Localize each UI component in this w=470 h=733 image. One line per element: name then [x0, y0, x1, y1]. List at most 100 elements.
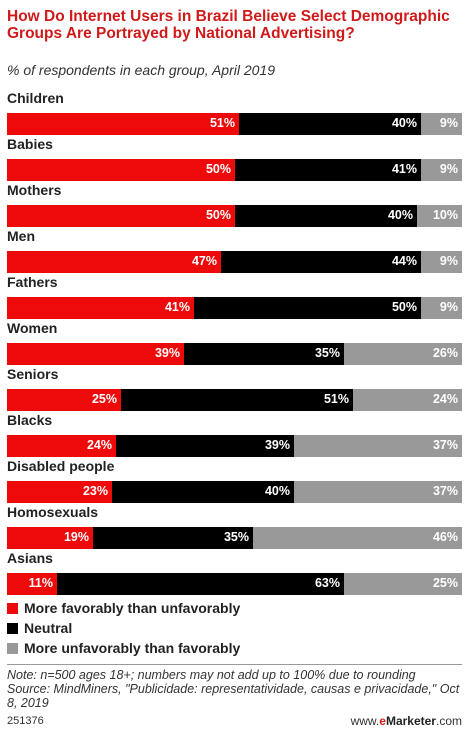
data-label: 9%	[439, 116, 458, 130]
legend-label-neutral: Neutral	[24, 620, 73, 636]
emarketer-brand[interactable]: www.eMarketer.com	[351, 714, 462, 728]
chart-title: How Do Internet Users in Brazil Believe …	[7, 8, 450, 42]
chart-subtitle: % of respondents in each group, April 20…	[7, 62, 275, 78]
bar-segment-unfavorable	[253, 527, 462, 549]
bar-segment-favorable	[7, 297, 194, 319]
stacked-bar: 41% 50% 9%	[7, 297, 462, 319]
footer-notes: Note: n=500 ages 18+; numbers may not ad…	[7, 668, 462, 710]
category-label: Blacks	[7, 412, 53, 428]
data-label: 51%	[323, 392, 349, 406]
bar-segment-neutral	[235, 159, 421, 181]
data-label: 10%	[432, 208, 458, 222]
stacked-bar: 51% 40% 9%	[7, 113, 462, 135]
data-label: 50%	[205, 162, 231, 176]
category-label: Homosexuals	[7, 504, 99, 520]
bar-segment-unfavorable	[421, 251, 462, 273]
data-label: 37%	[432, 438, 458, 452]
bar-segment-unfavorable	[294, 481, 462, 503]
brand-name: Marketer	[385, 714, 436, 728]
bar-segment-unfavorable	[344, 573, 462, 595]
stacked-bar: 25% 51% 24%	[7, 389, 462, 411]
bar-row: Homosexuals 19% 35% 46%	[7, 504, 462, 550]
data-label: 23%	[82, 484, 108, 498]
data-label: 47%	[191, 254, 217, 268]
bar-row: Mothers 50% 40% 10%	[7, 182, 462, 228]
data-label: 11%	[28, 576, 53, 590]
data-label: 50%	[391, 300, 417, 314]
legend-swatch-neutral	[7, 623, 18, 634]
bar-segment-favorable	[7, 389, 121, 411]
data-label: 35%	[223, 530, 249, 544]
data-label: 40%	[391, 116, 417, 130]
bar-segment-neutral	[57, 573, 344, 595]
data-label: 24%	[86, 438, 112, 452]
data-label: 51%	[209, 116, 235, 130]
data-label: 9%	[439, 162, 458, 176]
bar-segment-neutral	[221, 251, 421, 273]
brand-suffix: .com	[435, 714, 462, 728]
bar-segment-favorable	[7, 205, 235, 227]
footer-divider	[7, 664, 462, 665]
bar-row: Asians 11% 63% 25%	[7, 550, 462, 596]
category-label: Disabled people	[7, 458, 115, 474]
bar-segment-neutral	[93, 527, 253, 549]
stacked-bar: 50% 41% 9%	[7, 159, 462, 181]
bar-segment-unfavorable	[421, 159, 462, 181]
bar-row: Children 51% 40% 9%	[7, 90, 462, 136]
category-label: Seniors	[7, 366, 59, 382]
stacked-bar: 11% 63% 25%	[7, 573, 462, 595]
bar-segment-favorable	[7, 481, 112, 503]
bar-segment-unfavorable	[421, 113, 462, 135]
data-label: 24%	[432, 392, 458, 406]
data-label: 19%	[63, 530, 89, 544]
bar-segment-favorable	[7, 159, 235, 181]
stacked-bar-chart: Children 51% 40% 9% Babies 50% 41% 9% Mothers 50%…	[7, 90, 462, 600]
data-label: 39%	[264, 438, 290, 452]
data-label: 44%	[391, 254, 417, 268]
stacked-bar: 24% 39% 37%	[7, 435, 462, 457]
legend-swatch-favorable	[7, 603, 18, 614]
bar-segment-favorable	[7, 113, 239, 135]
source-text: Source: MindMiners, "Publicidade: repres…	[7, 682, 460, 710]
bar-segment-favorable	[7, 343, 184, 365]
category-label: Mothers	[7, 182, 62, 198]
legend-swatch-unfavorable	[7, 643, 18, 654]
bar-row: Seniors 25% 51% 24%	[7, 366, 462, 412]
category-label: Children	[7, 90, 64, 106]
bar-row: Babies 50% 41% 9%	[7, 136, 462, 182]
bar-segment-neutral	[239, 113, 421, 135]
bar-segment-unfavorable	[344, 343, 462, 365]
data-label: 9%	[439, 300, 458, 314]
data-label: 25%	[91, 392, 117, 406]
stacked-bar: 47% 44% 9%	[7, 251, 462, 273]
note-text: Note: n=500 ages 18+; numbers may not ad…	[7, 668, 416, 682]
stacked-bar: 19% 35% 46%	[7, 527, 462, 549]
bar-segment-neutral	[112, 481, 294, 503]
bar-row: Women 39% 35% 26%	[7, 320, 462, 366]
category-label: Fathers	[7, 274, 58, 290]
data-label: 40%	[264, 484, 290, 498]
bar-segment-neutral	[121, 389, 353, 411]
bar-row: Blacks 24% 39% 37%	[7, 412, 462, 458]
bar-segment-unfavorable	[417, 205, 462, 227]
bar-segment-neutral	[184, 343, 344, 365]
stacked-bar: 50% 40% 10%	[7, 205, 462, 227]
data-label: 25%	[432, 576, 458, 590]
bar-row: Fathers 41% 50% 9%	[7, 274, 462, 320]
bar-segment-neutral	[116, 435, 294, 457]
data-label: 37%	[432, 484, 458, 498]
data-label: 40%	[387, 208, 413, 222]
data-label: 63%	[314, 576, 340, 590]
category-label: Men	[7, 228, 35, 244]
category-label: Women	[7, 320, 58, 336]
category-label: Asians	[7, 550, 53, 566]
bar-segment-unfavorable	[294, 435, 462, 457]
bar-segment-favorable	[7, 251, 221, 273]
category-label: Babies	[7, 136, 53, 152]
data-label: 39%	[154, 346, 180, 360]
data-label: 9%	[439, 254, 458, 268]
stacked-bar: 23% 40% 37%	[7, 481, 462, 503]
bar-row: Men 47% 44% 9%	[7, 228, 462, 274]
data-label: 50%	[205, 208, 231, 222]
data-label: 35%	[314, 346, 340, 360]
